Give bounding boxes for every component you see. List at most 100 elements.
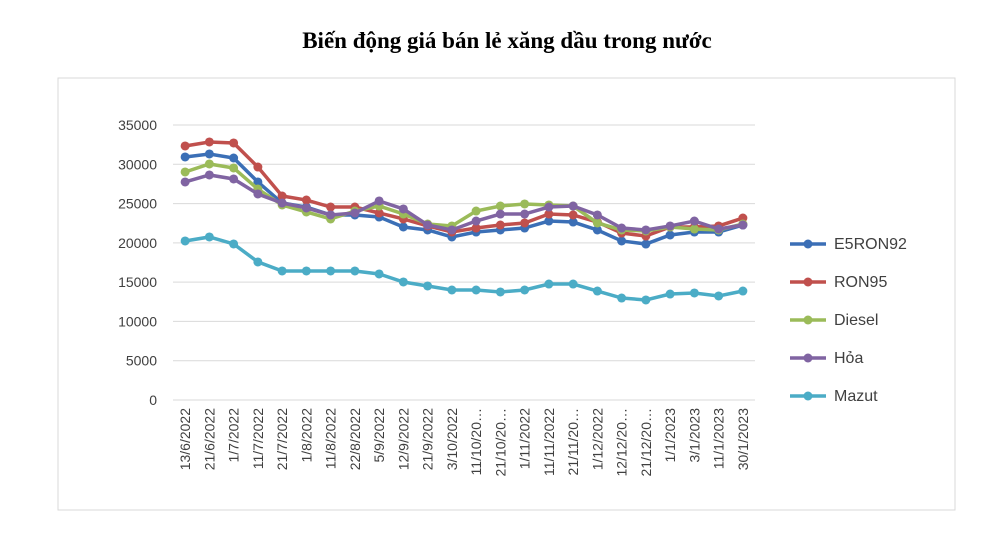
data-point [204,137,214,147]
data-point [204,159,214,169]
data-point [641,295,651,305]
data-point [520,218,530,228]
data-point [471,223,481,233]
data-point [180,177,190,187]
data-point [495,220,505,230]
data-point [617,236,627,246]
data-point [398,204,408,214]
x-tick-label: 3/1/2023 [686,408,702,463]
x-tick-label: 1/7/2022 [226,408,242,463]
data-point [326,266,336,276]
x-tick-label: 11/8/2022 [323,408,339,469]
y-tick-label: 15000 [118,274,157,290]
data-point [617,223,627,233]
x-tick-label: 3/10/2022 [444,408,460,470]
data-point [641,225,651,235]
x-tick-label: 30/1/2023 [735,408,751,470]
x-tick-label: 21/9/2022 [420,408,436,470]
data-point [471,285,481,295]
legend-label: E5RON92 [834,236,907,253]
data-point [253,257,263,267]
x-tick-label: 21/11/20… [565,408,581,475]
data-point [277,198,287,208]
data-point [592,218,602,228]
y-tick-label: 25000 [118,196,157,212]
data-point [423,220,433,230]
x-tick-label: 1/12/2022 [589,408,605,470]
y-tick-label: 5000 [126,353,157,369]
x-tick-label: 12/12/20… [614,408,630,477]
legend-label: Diesel [834,312,878,329]
data-point [665,230,675,240]
legend-marker [803,277,813,287]
data-point [592,210,602,220]
legend-marker [803,353,813,363]
x-tick-label: 22/8/2022 [347,408,363,470]
data-point [617,293,627,303]
data-point [301,266,311,276]
y-tick-label: 0 [149,392,157,408]
x-tick-label: 13/6/2022 [177,408,193,470]
data-point [447,225,457,235]
y-tick-label: 10000 [118,313,157,329]
data-point [229,153,239,163]
data-point [495,209,505,219]
x-tick-label: 1/11/2022 [517,408,533,469]
data-point [229,239,239,249]
x-tick-label: 21/12/20… [638,408,654,477]
data-point [374,269,384,279]
data-point [714,291,724,301]
chart-title: Biến động giá bán lẻ xăng dầu trong nước [302,28,712,53]
data-point [665,289,675,299]
x-tick-label: 11/1/2023 [711,408,727,469]
legend-label: Hỏa [834,350,863,367]
data-point [204,149,214,159]
data-point [447,285,457,295]
data-point [301,203,311,213]
data-point [471,216,481,226]
data-point [592,286,602,296]
data-point [568,217,578,227]
data-point [520,199,530,209]
legend-label: Mazut [834,388,878,405]
data-point [277,266,287,276]
data-point [592,225,602,235]
data-point [229,163,239,173]
legend-marker [803,239,813,249]
legend-label: RON95 [834,274,887,291]
data-point [714,224,724,234]
data-point [689,288,699,298]
x-tick-label: 12/9/2022 [395,408,411,470]
data-point [204,232,214,242]
data-point [180,141,190,151]
data-point [301,195,311,205]
data-point [544,202,554,212]
x-tick-label: 21/7/2022 [274,408,290,470]
data-point [180,167,190,177]
data-point [253,177,263,187]
data-point [423,281,433,291]
data-point [738,220,748,230]
y-tick-label: 30000 [118,156,157,172]
x-tick-label: 21/10/20… [492,408,508,477]
x-tick-label: 1/1/2023 [662,408,678,463]
x-tick-label: 11/7/2022 [250,408,266,469]
data-point [738,286,748,296]
data-point [544,279,554,289]
data-point [253,189,263,199]
data-point [398,222,408,232]
data-point [253,162,263,172]
data-point [180,152,190,162]
data-point [326,202,336,212]
data-point [495,201,505,211]
data-point [180,236,190,246]
legend-marker [803,315,813,325]
data-point [665,221,675,231]
y-tick-label: 20000 [118,235,157,251]
x-tick-label: 11/11/2022 [541,408,557,476]
legend-marker [803,391,813,401]
data-point [568,210,578,220]
y-tick-label: 35000 [118,117,157,133]
